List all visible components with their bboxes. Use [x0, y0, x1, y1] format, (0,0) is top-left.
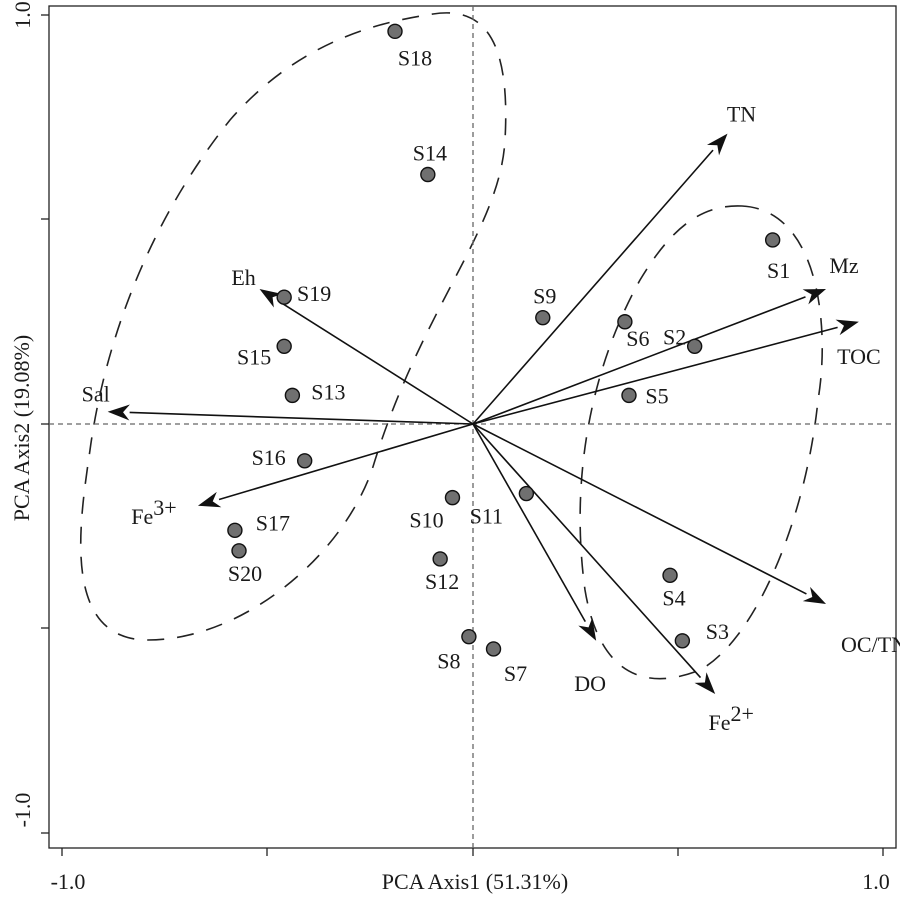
- point-s8: [461, 628, 477, 645]
- vector-arrowhead-tn: [706, 133, 728, 156]
- vector-arrowhead-mz: [802, 289, 827, 305]
- cluster-right-outline: [579, 205, 824, 680]
- point-label-s11: S11: [470, 504, 503, 529]
- loading-vectors: TN Mz TOC OC/TN Fe2+ DO Eh Sal Fe3+: [82, 102, 900, 735]
- point-label-s5: S5: [645, 383, 668, 408]
- point-label-s2: S2: [663, 324, 686, 349]
- point-s16: [296, 453, 313, 469]
- point-label-s9: S9: [533, 284, 556, 309]
- vector-arrowhead-fe3: [197, 491, 222, 508]
- point-s1: [764, 232, 781, 248]
- point-label-s10: S10: [409, 508, 443, 533]
- point-s18: [387, 23, 403, 40]
- point-s15: [276, 338, 292, 354]
- point-label-s19: S19: [297, 281, 331, 306]
- y-tick-label-min: -1.0: [10, 793, 35, 828]
- point-label-s15: S15: [237, 344, 271, 369]
- point-s20: [231, 543, 247, 559]
- vector-arrowhead-sal: [107, 404, 130, 421]
- point-s9: [535, 309, 551, 326]
- point-label-s18: S18: [398, 45, 432, 70]
- point-s5: [621, 387, 637, 404]
- point-s14: [420, 166, 436, 183]
- vector-label-oc-tn: OC/TN: [841, 632, 900, 657]
- point-s10: [444, 489, 461, 506]
- y-axis-title: PCA Axis2 (19.08%): [9, 335, 34, 521]
- point-s11: [518, 485, 535, 502]
- x-tick-label-max: 1.0: [862, 869, 890, 894]
- point-s6: [617, 314, 633, 330]
- vector-line-fe3: [218, 423, 474, 501]
- vector-arrowhead-do: [578, 617, 597, 641]
- point-s17: [227, 522, 243, 539]
- point-label-s4: S4: [662, 585, 685, 610]
- point-label-s17: S17: [256, 510, 290, 535]
- point-label-s20: S20: [228, 561, 262, 586]
- vector-label-fe3: Fe3+: [131, 495, 176, 529]
- point-s7: [485, 641, 502, 657]
- vector-line-eh: [277, 300, 474, 425]
- point-s3: [674, 633, 691, 649]
- point-label-s14: S14: [413, 141, 447, 166]
- point-label-s16: S16: [252, 445, 286, 470]
- vector-arrowhead-oc-tn: [802, 586, 827, 604]
- vector-label-sal: Sal: [82, 382, 110, 407]
- axis-ticks: [41, 14, 884, 856]
- vector-label-eh: Eh: [231, 265, 255, 290]
- point-s12: [432, 551, 448, 567]
- vector-label-fe2: Fe2+: [708, 701, 753, 735]
- vector-line-mz: [472, 296, 806, 425]
- point-label-s7: S7: [504, 661, 527, 686]
- point-label-s8: S8: [437, 649, 460, 674]
- vector-arrowhead-toc: [835, 319, 859, 336]
- x-axis-title: PCA Axis1 (51.31%): [382, 869, 568, 894]
- point-s2: [686, 338, 703, 354]
- vector-label-do: DO: [574, 671, 606, 696]
- vector-line-do: [472, 423, 586, 623]
- point-label-s13: S13: [311, 379, 345, 404]
- point-label-s3: S3: [706, 619, 729, 644]
- point-s19: [276, 289, 292, 305]
- vector-line-fe2: [472, 423, 702, 679]
- sample-points: S1 S2 S3 S4 S5 S6 S7 S8 S9 S10 S11 S12 S13 S14 S15 S16 S…: [227, 23, 790, 686]
- y-tick-label-max: 1.0: [10, 1, 35, 29]
- vector-label-toc: TOC: [837, 344, 881, 369]
- x-tick-label-min: -1.0: [51, 869, 86, 894]
- vector-label-mz: Mz: [829, 253, 859, 278]
- vector-line-sal: [129, 411, 474, 425]
- vector-line-oc-tn: [472, 423, 807, 595]
- vector-arrowhead-eh: [259, 289, 283, 308]
- cluster-left-outline: [79, 12, 507, 641]
- point-label-s12: S12: [425, 569, 459, 594]
- point-s13: [284, 387, 301, 404]
- vector-label-tn: TN: [727, 102, 756, 127]
- point-s4: [662, 567, 678, 584]
- vector-line-tn: [472, 149, 714, 425]
- vector-arrowhead-fe2: [694, 672, 716, 694]
- point-label-s1: S1: [767, 258, 790, 283]
- point-label-s6: S6: [626, 326, 649, 351]
- vector-line-toc: [472, 326, 838, 425]
